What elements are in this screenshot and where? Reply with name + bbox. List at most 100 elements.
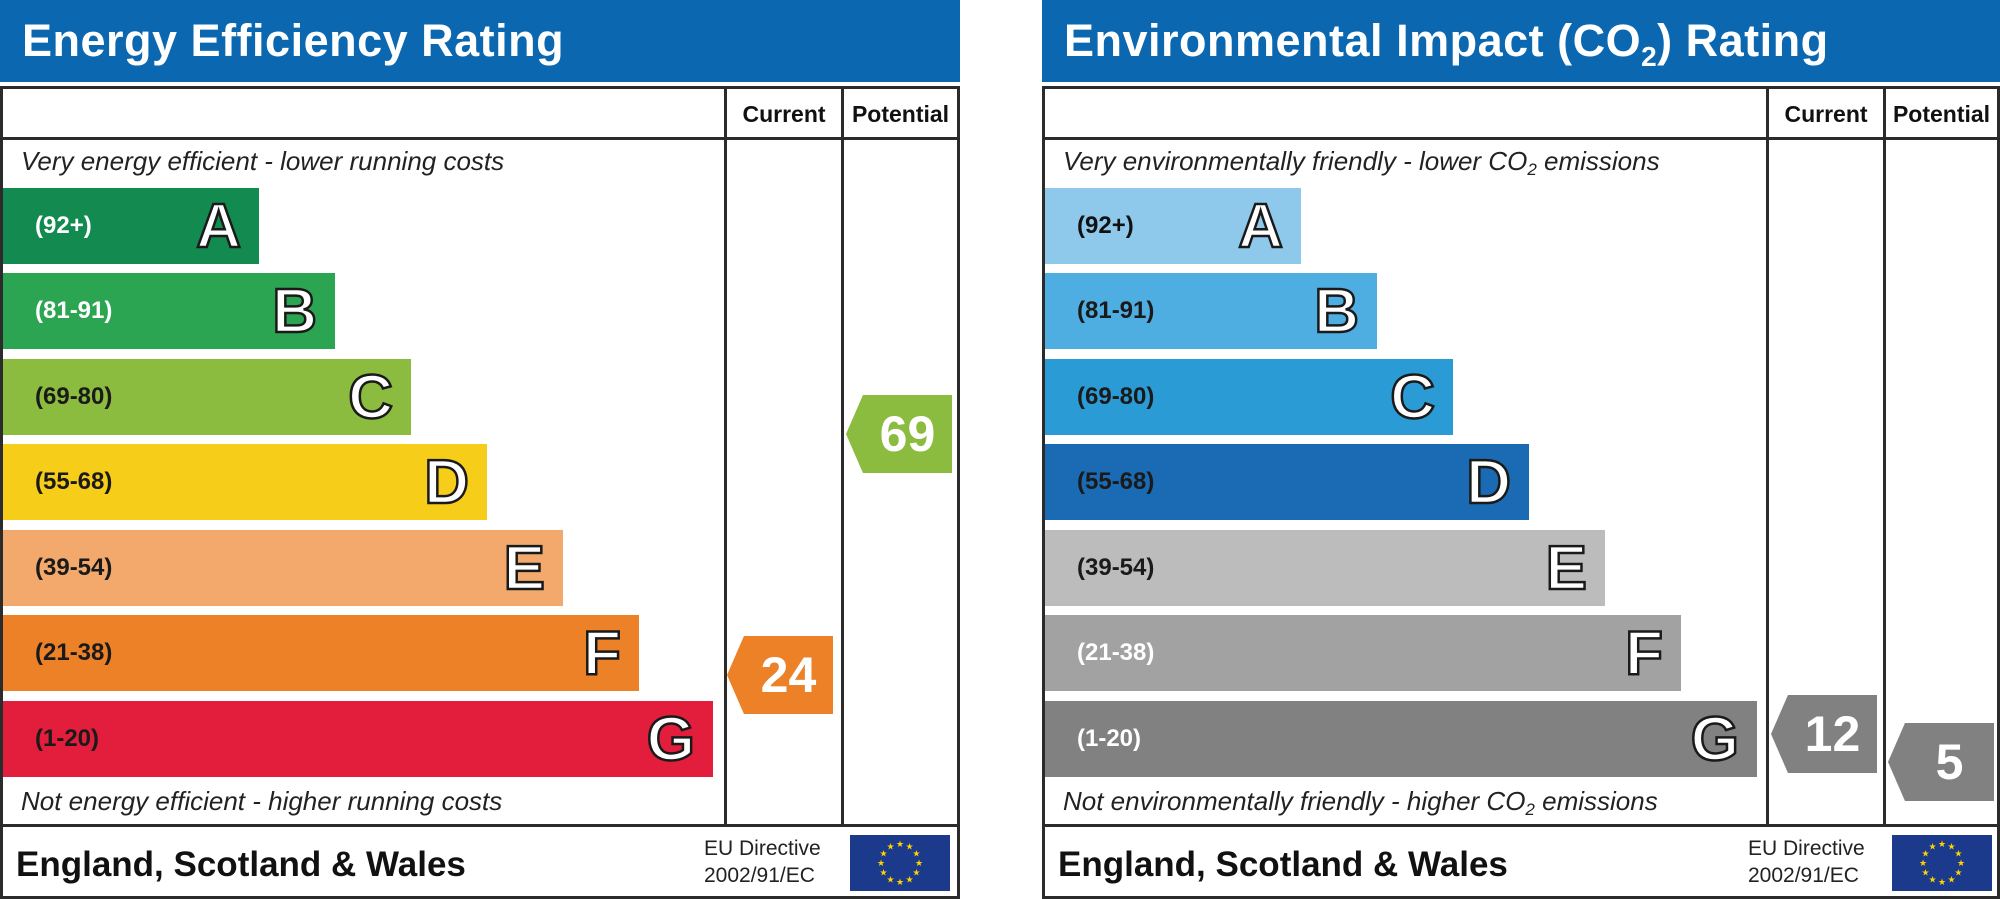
band-letter: F [582, 618, 622, 690]
eu-star: ★ [1922, 868, 1930, 878]
eu-star: ★ [896, 839, 904, 849]
band-letter: A [1237, 191, 1284, 263]
band-letter: E [1544, 533, 1588, 605]
band-range: (92+) [35, 212, 92, 239]
eu-star: ★ [896, 877, 904, 887]
band-range: (55-68) [1077, 468, 1155, 495]
eu-star: ★ [1957, 858, 1965, 868]
band-g: (1-20) G [3, 701, 713, 777]
column-header-current: Current [1784, 101, 1868, 127]
potential-rating-value: 5 [1935, 734, 1964, 790]
energy-efficiency-chart-frame: Current Potential Very energy efficient … [0, 86, 960, 899]
band-letter: G [646, 704, 697, 776]
column-divider-current [724, 89, 727, 827]
band-letter: C [347, 362, 394, 434]
band-range: (81-91) [35, 297, 113, 324]
potential-rating-arrow: 5 [1888, 723, 1994, 801]
energy-efficiency-panel: Energy Efficiency Rating Current Potenti… [0, 0, 960, 899]
band-letter: D [423, 447, 470, 519]
eu-flag-icon: ★ ★ ★ ★ ★ ★ ★ ★ ★ ★ ★ ★ [1892, 835, 1992, 891]
band-range: (81-91) [1077, 297, 1155, 324]
footer-divider [1045, 824, 1997, 827]
band-range: (69-80) [1077, 383, 1155, 410]
current-rating-arrow: 12 [1771, 695, 1877, 773]
title-end: ) Rating [1657, 15, 1829, 66]
eu-flag-icon: ★ ★ ★ ★ ★ ★ ★ ★ ★ ★ ★ ★ [850, 835, 950, 891]
caption-bottom-sub: 2 [1525, 800, 1535, 819]
eu-star: ★ [1938, 877, 1946, 887]
environmental-impact-title: Environmental Impact (CO2) Rating [1042, 0, 2000, 82]
band-range: (21-38) [35, 639, 113, 666]
eu-star: ★ [1922, 849, 1930, 859]
band-d: (55-68) D [1045, 444, 1529, 520]
band-letter: A [195, 191, 242, 263]
environmental-impact-panel: Environmental Impact (CO2) Rating Curren… [1042, 0, 2000, 899]
band-letter: B [1313, 276, 1360, 348]
caption-bottom: Not energy efficient - higher running co… [21, 786, 503, 816]
eu-directive-line1: EU Directive [1748, 837, 1865, 860]
caption-top-end: emissions [1536, 146, 1660, 176]
caption-top-sub: 2 [1527, 160, 1537, 179]
band-e: (39-54) E [1045, 530, 1605, 606]
column-header-potential: Potential [851, 101, 950, 127]
band-range: (39-54) [1077, 554, 1155, 581]
header-divider [1045, 137, 1997, 140]
eu-star: ★ [1928, 842, 1936, 852]
potential-rating-arrow: 69 [846, 395, 952, 473]
band-f: (21-38) F [3, 615, 639, 691]
band-range: (1-20) [1077, 725, 1142, 752]
eu-star: ★ [880, 868, 888, 878]
title-sub: 2 [1641, 41, 1658, 72]
country-label: England, Scotland & Wales [16, 845, 466, 884]
band-e: (39-54) E [3, 530, 563, 606]
current-rating-value: 24 [760, 647, 817, 703]
band-range: (92+) [1077, 212, 1134, 239]
potential-rating-value: 69 [879, 406, 936, 462]
current-rating-arrow: 24 [727, 636, 833, 714]
band-range: (21-38) [1077, 639, 1155, 666]
country-label: England, Scotland & Wales [1058, 845, 1508, 884]
band-letter: B [271, 276, 318, 348]
current-rating-value: 12 [1804, 706, 1861, 762]
column-divider-potential [1883, 89, 1886, 827]
caption-bottom-main: Not environmentally friendly - higher CO [1063, 786, 1526, 816]
eu-star: ★ [1928, 874, 1936, 884]
band-range: (39-54) [35, 554, 113, 581]
footer-divider [3, 824, 957, 827]
band-b: (81-91) B [3, 273, 335, 349]
eu-star: ★ [1954, 849, 1962, 859]
eu-star: ★ [905, 874, 913, 884]
band-range: (1-20) [35, 725, 100, 752]
eu-star: ★ [886, 842, 894, 852]
eu-star: ★ [1954, 868, 1962, 878]
band-letter: C [1389, 362, 1436, 434]
band-range: (69-80) [35, 383, 113, 410]
column-header-current: Current [742, 101, 826, 127]
title-main: Environmental Impact (CO [1064, 15, 1642, 66]
eu-star: ★ [1938, 839, 1946, 849]
eu-star: ★ [1947, 842, 1955, 852]
eu-star: ★ [880, 849, 888, 859]
band-letter: G [1690, 704, 1741, 776]
header-divider [3, 137, 957, 140]
column-divider-current [1766, 89, 1769, 827]
eu-directive-line2: 2002/91/EC [704, 864, 815, 887]
band-letter: D [1465, 447, 1512, 519]
band-d: (55-68) D [3, 444, 487, 520]
eu-star: ★ [912, 849, 920, 859]
eu-star: ★ [915, 858, 923, 868]
eu-star: ★ [877, 858, 885, 868]
energy-efficiency-title: Energy Efficiency Rating [0, 0, 960, 82]
eu-directive-line2: 2002/91/EC [1748, 864, 1859, 887]
band-a: (92+) A [3, 188, 259, 264]
eu-directive: EU Directive 2002/91/EC [1748, 835, 1865, 889]
band-a: (92+) A [1045, 188, 1301, 264]
band-letter: F [1624, 618, 1664, 690]
band-range: (55-68) [35, 468, 113, 495]
caption-top: Very energy efficient - lower running co… [21, 146, 505, 176]
eu-star: ★ [886, 874, 894, 884]
band-letter: E [502, 533, 546, 605]
band-f: (21-38) F [1045, 615, 1681, 691]
band-b: (81-91) B [1045, 273, 1377, 349]
caption-top: Very environmentally friendly - lower CO… [1063, 146, 1660, 179]
